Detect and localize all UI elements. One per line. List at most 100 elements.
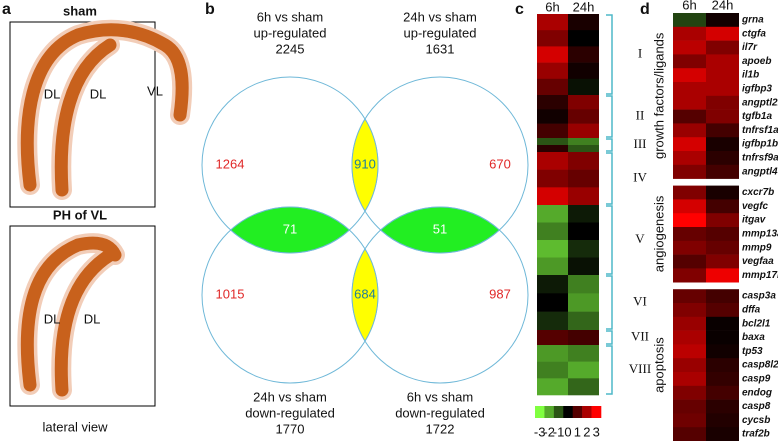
heatmap-cell — [706, 185, 739, 200]
heatmap-cell — [673, 123, 706, 138]
heatmap-cell — [673, 427, 706, 441]
heatmap-cell — [673, 95, 706, 110]
cluster-label: I — [638, 45, 642, 60]
region-count: 51 — [433, 221, 447, 236]
heatmap-cell — [537, 169, 568, 188]
gene-label: tp53 — [742, 346, 763, 357]
cluster-bracket — [606, 152, 613, 205]
heatmap-cell — [706, 399, 739, 414]
heatmap-cell — [706, 427, 739, 441]
brain-drawing — [17, 233, 125, 400]
panel-letter: b — [205, 1, 215, 18]
heatmap-cell — [706, 54, 739, 69]
heatmap-cell — [568, 361, 599, 379]
heatmap-cell — [706, 254, 739, 269]
gene-label: tnfrsf9a — [742, 153, 778, 164]
heatmap-cell — [706, 316, 739, 331]
heatmap-cell — [673, 344, 706, 359]
heatmap-cell — [673, 385, 706, 400]
heatmap-cell — [673, 413, 706, 428]
heatmap-cell — [706, 240, 739, 255]
gene-label: cycsb — [742, 415, 770, 426]
colorbar-tick-label: 3 — [593, 424, 600, 439]
heatmap-cell — [537, 14, 568, 31]
heatmap-cell — [706, 13, 739, 28]
heatmap-cell — [706, 358, 739, 373]
panel-letter: d — [640, 1, 650, 18]
heatmap-cell — [706, 164, 739, 179]
heatmap-cell — [568, 30, 599, 47]
heatmap-cell — [537, 275, 568, 294]
heatmap-cell — [537, 30, 568, 47]
heatmap-cell — [706, 95, 739, 110]
column-label: 6h — [682, 0, 696, 12]
heatmap-cell — [673, 109, 706, 124]
cluster-label: III — [634, 136, 647, 151]
heatmap-cell — [706, 40, 739, 55]
region-count: 1015 — [216, 286, 245, 301]
gene-label: angptl2b — [742, 97, 778, 108]
heatmap-cell — [673, 40, 706, 55]
heatmap-cell — [706, 413, 739, 428]
gene-label: bcl2l1 — [742, 318, 771, 329]
heatmap-cell — [537, 378, 568, 396]
colorbar-tick-label: 1 — [574, 424, 581, 439]
heatmap-cell — [537, 152, 568, 170]
gene-label: tgfb1a — [742, 111, 772, 122]
set-total: 1722 — [426, 421, 455, 436]
heatmap-cell — [673, 240, 706, 255]
gene-label: angptl4 — [742, 166, 778, 177]
region-label: DL — [90, 86, 107, 101]
heatmap-cell — [537, 293, 568, 312]
heatmap-cell — [568, 378, 599, 396]
caption: lateral view — [42, 419, 108, 434]
set-label: 6h vs sham — [407, 389, 473, 404]
gene-label: vegfaa — [742, 256, 774, 267]
gene-label: apoeb — [742, 56, 771, 67]
venn-overlap — [229, 206, 351, 254]
colorbar-swatch — [591, 406, 602, 418]
heatmap-cell — [568, 205, 599, 223]
colorbar-tick-label: 2 — [583, 424, 590, 439]
heatmap-cell — [706, 330, 739, 345]
venn-overlap — [379, 206, 501, 254]
heatmap-cell — [673, 372, 706, 387]
heatmap-cell — [568, 257, 599, 276]
colorbar-swatch — [582, 406, 592, 418]
cluster-bracket — [606, 205, 613, 275]
gene-label: dffa — [742, 305, 761, 316]
heatmap-cell — [673, 13, 706, 28]
gene-label: casp8l2 — [742, 360, 778, 371]
set-total: 2245 — [276, 41, 305, 56]
heatmap-cell — [537, 145, 568, 153]
set-label: 6h vs sham — [257, 9, 323, 24]
heatmap-cell — [537, 330, 568, 346]
heatmap-cell — [568, 109, 599, 124]
heatmap-cell — [706, 199, 739, 214]
heatmap-cell — [537, 187, 568, 206]
heatmap-cell — [537, 345, 568, 362]
panel-letter: a — [2, 1, 11, 18]
colorbar-tick-label: 0 — [564, 424, 571, 439]
set-label: 24h vs sham — [403, 9, 477, 24]
heatmap-cell — [568, 145, 599, 153]
heatmap-cell — [673, 316, 706, 331]
cluster-label: II — [636, 107, 645, 122]
heatmap-cell — [537, 361, 568, 379]
cluster-bracket — [606, 275, 613, 330]
heatmap-cell — [537, 138, 568, 146]
heatmap-cell — [673, 68, 706, 83]
colorbar-tick-label: -3 — [534, 424, 546, 439]
colorbar-swatch — [563, 406, 574, 418]
gene-label: casp9 — [742, 374, 771, 385]
heatmap-cell — [706, 109, 739, 124]
gene-label: cxcr7b — [742, 187, 774, 198]
heatmap-cell — [673, 137, 706, 152]
set-label: down-regulated — [395, 405, 485, 420]
region-count: 1264 — [216, 156, 245, 171]
heatmap-cell — [673, 185, 706, 200]
heatmap-cell — [673, 82, 706, 97]
frame — [9, 225, 156, 407]
heatmap-cell — [568, 62, 599, 80]
heatmap-cell — [673, 151, 706, 166]
